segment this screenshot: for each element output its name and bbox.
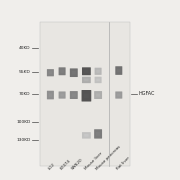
Text: SW620: SW620 xyxy=(71,158,84,171)
FancyBboxPatch shape xyxy=(94,91,102,99)
FancyBboxPatch shape xyxy=(115,66,122,75)
Text: 130KD: 130KD xyxy=(16,138,31,142)
FancyBboxPatch shape xyxy=(84,79,89,81)
FancyBboxPatch shape xyxy=(96,132,100,136)
FancyBboxPatch shape xyxy=(60,94,64,96)
Text: 100KD: 100KD xyxy=(16,120,31,124)
FancyBboxPatch shape xyxy=(82,132,91,139)
FancyBboxPatch shape xyxy=(60,70,64,73)
Bar xyxy=(40,22,130,166)
Text: LO2: LO2 xyxy=(48,163,56,171)
Text: BT474: BT474 xyxy=(59,159,71,171)
FancyBboxPatch shape xyxy=(94,129,102,139)
Text: 70KD: 70KD xyxy=(19,92,31,96)
FancyBboxPatch shape xyxy=(84,134,89,137)
Text: HGFAC: HGFAC xyxy=(139,91,155,96)
FancyBboxPatch shape xyxy=(70,91,78,99)
FancyBboxPatch shape xyxy=(82,77,91,83)
FancyBboxPatch shape xyxy=(82,67,91,75)
FancyBboxPatch shape xyxy=(82,90,91,102)
FancyBboxPatch shape xyxy=(117,94,121,96)
Text: 55KD: 55KD xyxy=(19,70,31,74)
Text: Mouse pancreas: Mouse pancreas xyxy=(95,145,122,171)
FancyBboxPatch shape xyxy=(70,68,78,77)
Text: Rat liver: Rat liver xyxy=(116,156,131,171)
FancyBboxPatch shape xyxy=(49,93,52,97)
FancyBboxPatch shape xyxy=(96,93,100,97)
Text: Mouse liver: Mouse liver xyxy=(84,152,103,171)
FancyBboxPatch shape xyxy=(58,91,66,99)
FancyBboxPatch shape xyxy=(95,68,102,75)
FancyBboxPatch shape xyxy=(84,70,89,73)
FancyBboxPatch shape xyxy=(58,67,66,75)
FancyBboxPatch shape xyxy=(117,69,121,72)
FancyBboxPatch shape xyxy=(96,70,100,73)
FancyBboxPatch shape xyxy=(95,77,102,83)
FancyBboxPatch shape xyxy=(49,71,52,74)
FancyBboxPatch shape xyxy=(47,69,54,76)
FancyBboxPatch shape xyxy=(72,71,76,75)
FancyBboxPatch shape xyxy=(47,91,54,99)
FancyBboxPatch shape xyxy=(115,91,122,99)
FancyBboxPatch shape xyxy=(84,93,89,98)
FancyBboxPatch shape xyxy=(96,79,100,81)
FancyBboxPatch shape xyxy=(72,93,76,97)
Text: 40KD: 40KD xyxy=(19,46,31,50)
